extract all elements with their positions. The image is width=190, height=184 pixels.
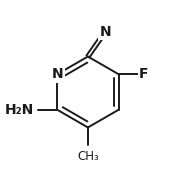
Text: F: F: [139, 67, 148, 81]
Text: H₂N: H₂N: [5, 103, 34, 117]
Text: CH₃: CH₃: [77, 150, 99, 163]
Text: N: N: [51, 67, 63, 81]
Text: N: N: [99, 25, 111, 39]
